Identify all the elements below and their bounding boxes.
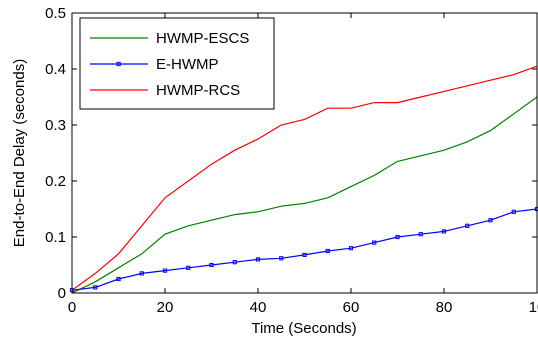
- series-e-hwmp: [69, 206, 538, 293]
- series-hwmp-escs: [71, 96, 538, 294]
- data-point: [302, 252, 307, 258]
- legend-label: HWMP-RCS: [156, 82, 240, 99]
- y-tick-label: 0.4: [45, 61, 66, 78]
- x-tick-label: 40: [250, 299, 267, 316]
- legend-label: E-HWMP: [156, 56, 219, 73]
- data-point: [511, 209, 516, 214]
- y-tick-label: 0: [58, 285, 66, 302]
- y-tick-label: 0.2: [45, 173, 66, 190]
- legend: HWMP-ESCS E-HWMP HWMP-RCS: [79, 17, 275, 110]
- data-point: [441, 229, 447, 234]
- y-tick-label: 0.5: [45, 5, 66, 22]
- data-point: [93, 285, 98, 290]
- x-tick-label: 0: [68, 299, 76, 316]
- data-point: [255, 257, 261, 262]
- data-point: [139, 271, 144, 276]
- tick-layer: 0204060801000.10.20.30.40.5: [45, 5, 538, 316]
- x-tick-label: 10: [529, 299, 538, 316]
- data-point: [395, 234, 400, 240]
- x-tick-label: 80: [436, 299, 453, 316]
- series-line: [71, 208, 538, 291]
- data-point: [372, 240, 377, 245]
- data-point: [418, 232, 423, 237]
- data-point: [232, 260, 237, 265]
- y-tick-label: 0.1: [45, 229, 66, 246]
- series-line: [71, 96, 538, 294]
- data-point: [162, 268, 168, 273]
- data-point: [488, 218, 493, 223]
- data-point: [348, 246, 354, 251]
- data-point: [116, 276, 121, 282]
- data-point: [279, 256, 284, 261]
- series-hwmp-rcs: [71, 65, 538, 291]
- plot-frame: [71, 12, 538, 294]
- x-axis-label: Time (Seconds): [251, 320, 356, 337]
- y-axis-label: End-to-End Delay (seconds): [11, 59, 28, 247]
- x-tick-label: 20: [157, 299, 174, 316]
- series-line: [71, 65, 538, 291]
- series-layer: [69, 65, 538, 294]
- data-point: [325, 248, 330, 254]
- legend-label: HWMP-ESCS: [156, 30, 249, 47]
- data-point: [209, 262, 214, 268]
- data-point: [186, 265, 191, 270]
- data-point: [465, 223, 470, 228]
- x-tick-label: 60: [343, 299, 360, 316]
- legend-marker: [116, 61, 121, 67]
- y-tick-label: 0.3: [45, 117, 66, 134]
